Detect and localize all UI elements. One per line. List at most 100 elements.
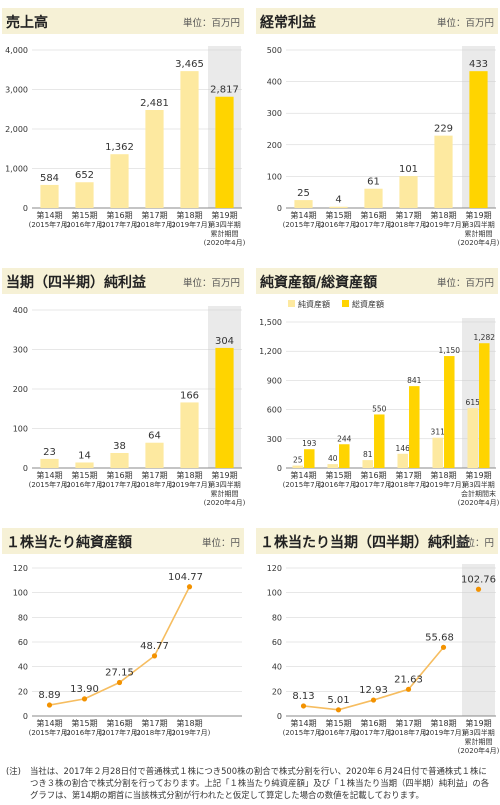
y-tick-label: 0 bbox=[277, 712, 282, 721]
data-label: 1,282 bbox=[474, 333, 496, 342]
x-tick-label: (2017年7月) bbox=[353, 728, 395, 737]
x-tick-label: (2019年7月) bbox=[423, 220, 465, 229]
x-tick-label: 第3四半期 bbox=[208, 480, 240, 489]
panel-header: １株当たり純資産額 単位：円 bbox=[2, 528, 244, 554]
y-tick-label: 80 bbox=[18, 613, 28, 622]
data-label: 652 bbox=[75, 170, 94, 181]
x-tick-label: 第19期 bbox=[465, 210, 491, 220]
data-label: 27.15 bbox=[105, 668, 134, 679]
legend-swatch bbox=[288, 300, 295, 307]
bar bbox=[397, 453, 408, 468]
bar bbox=[469, 71, 488, 208]
y-tick-label: 600 bbox=[267, 406, 282, 415]
y-tick-label: 120 bbox=[13, 564, 28, 573]
y-tick-label: 900 bbox=[267, 376, 282, 385]
x-tick-label: 第18期 bbox=[176, 470, 202, 480]
x-tick-label: (2016年7月) bbox=[318, 480, 360, 489]
panel-header: 売上高 単位：百万円 bbox=[2, 8, 244, 34]
y-tick-label: 0 bbox=[23, 712, 28, 721]
y-tick-label: 40 bbox=[18, 663, 28, 672]
x-tick-label: 第17期 bbox=[395, 470, 421, 480]
data-label: 13.90 bbox=[70, 684, 99, 695]
data-label: 193 bbox=[302, 439, 317, 448]
data-point bbox=[370, 697, 377, 703]
y-tick-label: 40 bbox=[272, 663, 282, 672]
data-label: 61 bbox=[367, 177, 380, 188]
data-point bbox=[405, 686, 412, 692]
x-tick-label: 第19期 bbox=[211, 470, 237, 480]
bar bbox=[215, 96, 234, 208]
x-tick-label: 累計期間 bbox=[211, 229, 239, 238]
x-tick-label: 第16期 bbox=[106, 210, 132, 220]
x-tick-label: 第15期 bbox=[71, 718, 97, 728]
x-tick-label: 第16期 bbox=[106, 470, 132, 480]
x-tick-label: (2015年7月) bbox=[29, 480, 71, 489]
unit-label: 単位：百万円 bbox=[182, 18, 240, 29]
panel-ordinary-profit: 経常利益 単位：百万円 0 100 200 300 400 500 第14期 (2015年7月… bbox=[256, 8, 500, 248]
chart-title: １株当たり純資産額 bbox=[6, 535, 132, 551]
y-tick-label: 1,200 bbox=[259, 347, 282, 356]
x-tick-label: 第17期 bbox=[141, 470, 167, 480]
x-tick-label: 第14期 bbox=[36, 210, 62, 220]
y-tick-label: 100 bbox=[13, 589, 28, 598]
panel-net-income: 当期（四半期）純利益 単位：百万円 0 100 200 300 400 第14期 (2015… bbox=[2, 268, 246, 508]
x-tick-label: (2020年4月) bbox=[458, 498, 500, 507]
data-label: 12.93 bbox=[359, 685, 388, 696]
bar bbox=[145, 442, 164, 468]
legend-label: 総資産額 bbox=[352, 299, 384, 309]
x-tick-label: 第3四半期 bbox=[208, 220, 240, 229]
x-tick-label: 第19期 bbox=[211, 210, 237, 220]
chart-title: 純資産額/総資産額 bbox=[260, 275, 378, 291]
data-label: 64 bbox=[148, 431, 161, 442]
x-tick-label: (2018年7月) bbox=[134, 728, 176, 737]
bar bbox=[215, 347, 234, 468]
y-tick-label: 300 bbox=[267, 109, 282, 118]
x-tick-label: 第16期 bbox=[360, 718, 386, 728]
panel-bps: １株当たり純資産額 単位：円 0 20 40 60 80 100 120 第14期 (2015年… bbox=[2, 528, 244, 758]
y-tick-label: 0 bbox=[277, 464, 282, 473]
bar bbox=[40, 458, 59, 468]
x-tick-label: (2015年7月) bbox=[29, 728, 71, 737]
x-tick-label: (2016年7月) bbox=[64, 728, 106, 737]
data-label: 2,481 bbox=[140, 98, 169, 109]
x-tick-label: 第16期 bbox=[106, 718, 132, 728]
data-label: 25 bbox=[293, 456, 303, 465]
x-tick-label: (2017年7月) bbox=[99, 480, 141, 489]
data-point bbox=[116, 679, 123, 686]
bar bbox=[145, 110, 164, 208]
x-tick-label: 第15期 bbox=[325, 210, 351, 220]
x-tick-label: 第18期 bbox=[176, 718, 202, 728]
footnote-prefix: (注) bbox=[6, 766, 21, 776]
x-tick-label: (2020年4月) bbox=[204, 238, 246, 247]
data-label: 25 bbox=[297, 188, 310, 199]
x-tick-label: (2018年7月) bbox=[388, 480, 430, 489]
x-tick-label: 第14期 bbox=[36, 470, 62, 480]
x-tick-label: (2019年7月) bbox=[169, 480, 211, 489]
x-tick-label: (2019年7月) bbox=[169, 220, 211, 229]
legend-label: 純資産額 bbox=[298, 299, 330, 309]
bar bbox=[75, 182, 94, 208]
bar bbox=[180, 402, 199, 468]
chart-title: 当期（四半期）純利益 bbox=[6, 275, 146, 291]
bar bbox=[292, 465, 303, 468]
bar bbox=[339, 444, 350, 468]
x-tick-label: 第17期 bbox=[395, 210, 421, 220]
y-tick-label: 100 bbox=[267, 589, 282, 598]
data-label: 81 bbox=[363, 450, 373, 459]
data-label: 21.63 bbox=[394, 674, 423, 685]
bar bbox=[434, 135, 453, 208]
y-tick-label: 20 bbox=[18, 687, 28, 696]
y-tick-label: 120 bbox=[267, 564, 282, 573]
bar bbox=[364, 188, 383, 208]
sales-bar-chart: 01,0002,0003,0004,000第14期(2015年7月)第15期(2… bbox=[5, 46, 246, 247]
x-tick-label: (2017年7月) bbox=[99, 728, 141, 737]
net-income-bar-chart: 0100200300400第14期(2015年7月)第15期(2016年7月)第… bbox=[13, 306, 246, 507]
panel-header: 当期（四半期）純利益 単位：百万円 bbox=[2, 268, 244, 294]
x-tick-label: (2016年7月) bbox=[64, 480, 106, 489]
bar bbox=[479, 343, 490, 468]
y-tick-label: 0 bbox=[277, 204, 282, 213]
x-tick-label: (2017年7月) bbox=[353, 220, 395, 229]
data-label: 40 bbox=[328, 454, 338, 463]
x-tick-label: 第15期 bbox=[71, 470, 97, 480]
y-tick-label: 400 bbox=[13, 306, 28, 315]
